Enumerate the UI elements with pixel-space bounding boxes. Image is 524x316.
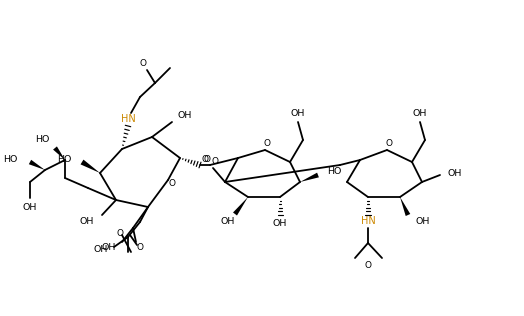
Text: O: O	[136, 244, 144, 252]
Text: HO: HO	[36, 136, 50, 144]
Text: O: O	[365, 260, 372, 270]
Text: HO: HO	[58, 155, 72, 165]
Text: HN: HN	[121, 114, 135, 124]
Text: O: O	[202, 155, 209, 163]
Text: OH: OH	[23, 203, 37, 211]
Text: OH: OH	[291, 108, 305, 118]
Text: OH: OH	[102, 244, 116, 252]
Text: HN: HN	[361, 216, 375, 226]
Text: OH: OH	[273, 220, 287, 228]
Text: O: O	[116, 228, 124, 238]
Text: OH: OH	[94, 246, 108, 254]
Text: OH: OH	[80, 217, 94, 227]
Text: OH: OH	[448, 168, 462, 178]
Text: O: O	[212, 157, 219, 167]
Text: O: O	[203, 155, 211, 163]
Text: OH: OH	[415, 217, 429, 227]
Polygon shape	[29, 160, 45, 170]
Polygon shape	[233, 197, 248, 216]
Polygon shape	[400, 197, 410, 216]
Text: O: O	[169, 179, 176, 189]
Text: O: O	[264, 139, 270, 149]
Text: OH: OH	[221, 217, 235, 227]
Text: HO: HO	[327, 167, 341, 177]
Text: OH: OH	[178, 112, 192, 120]
Text: HO: HO	[4, 155, 18, 165]
Text: OH: OH	[413, 108, 427, 118]
Polygon shape	[81, 160, 100, 173]
Text: O: O	[386, 139, 392, 149]
Text: O: O	[139, 59, 147, 69]
Polygon shape	[53, 146, 65, 160]
Polygon shape	[300, 173, 319, 182]
